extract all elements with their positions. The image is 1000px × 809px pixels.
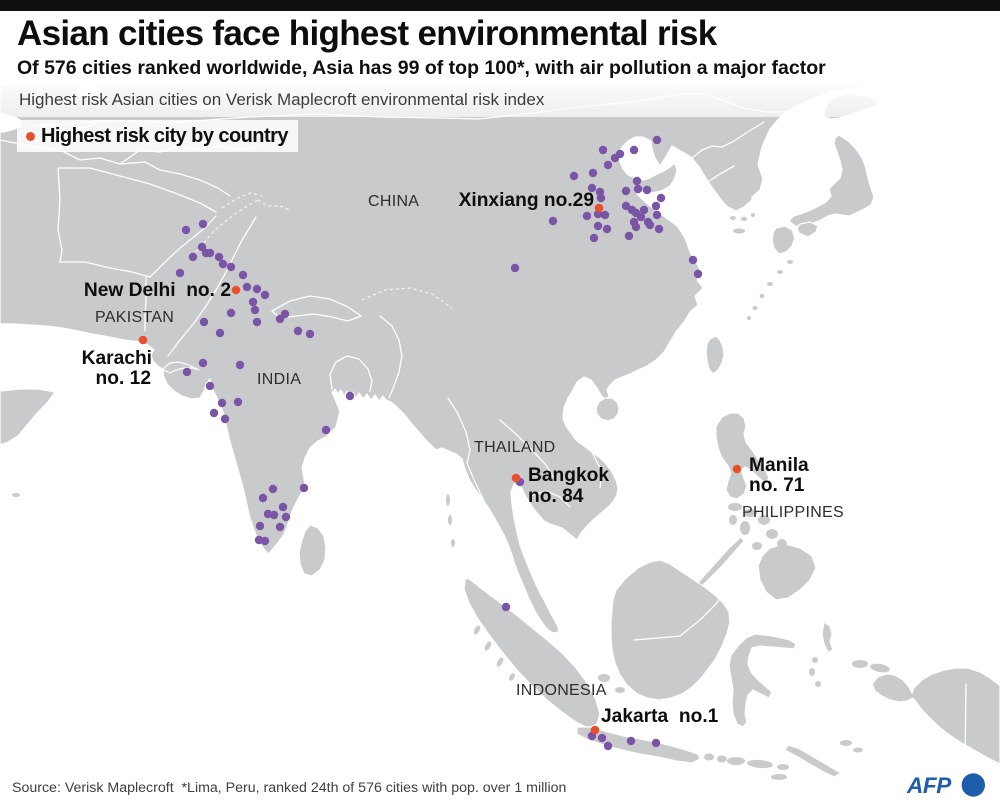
- svg-text:Bangkok: Bangkok: [528, 465, 609, 486]
- svg-text:INDONESIA: INDONESIA: [516, 682, 607, 699]
- svg-text:AFP: AFP: [906, 773, 952, 798]
- svg-text:PAKISTAN: PAKISTAN: [95, 309, 174, 326]
- svg-text:INDIA: INDIA: [257, 371, 301, 388]
- svg-text:Manila: Manila: [749, 455, 809, 476]
- svg-text:New Delhi no. 2: New Delhi no. 2: [84, 280, 231, 301]
- svg-text:CHINA: CHINA: [368, 193, 419, 210]
- svg-text:no. 71: no. 71: [749, 475, 805, 496]
- svg-text:Karachi: Karachi: [82, 348, 152, 369]
- svg-text:Xinxiang no.29: Xinxiang no.29: [459, 190, 594, 211]
- svg-text:THAILAND: THAILAND: [474, 439, 556, 456]
- svg-text:PHILIPPINES: PHILIPPINES: [742, 504, 844, 521]
- svg-text:Jakarta no.1: Jakarta no.1: [601, 706, 719, 727]
- svg-text:no. 12: no. 12: [96, 368, 151, 389]
- svg-text:no. 84: no. 84: [528, 486, 584, 507]
